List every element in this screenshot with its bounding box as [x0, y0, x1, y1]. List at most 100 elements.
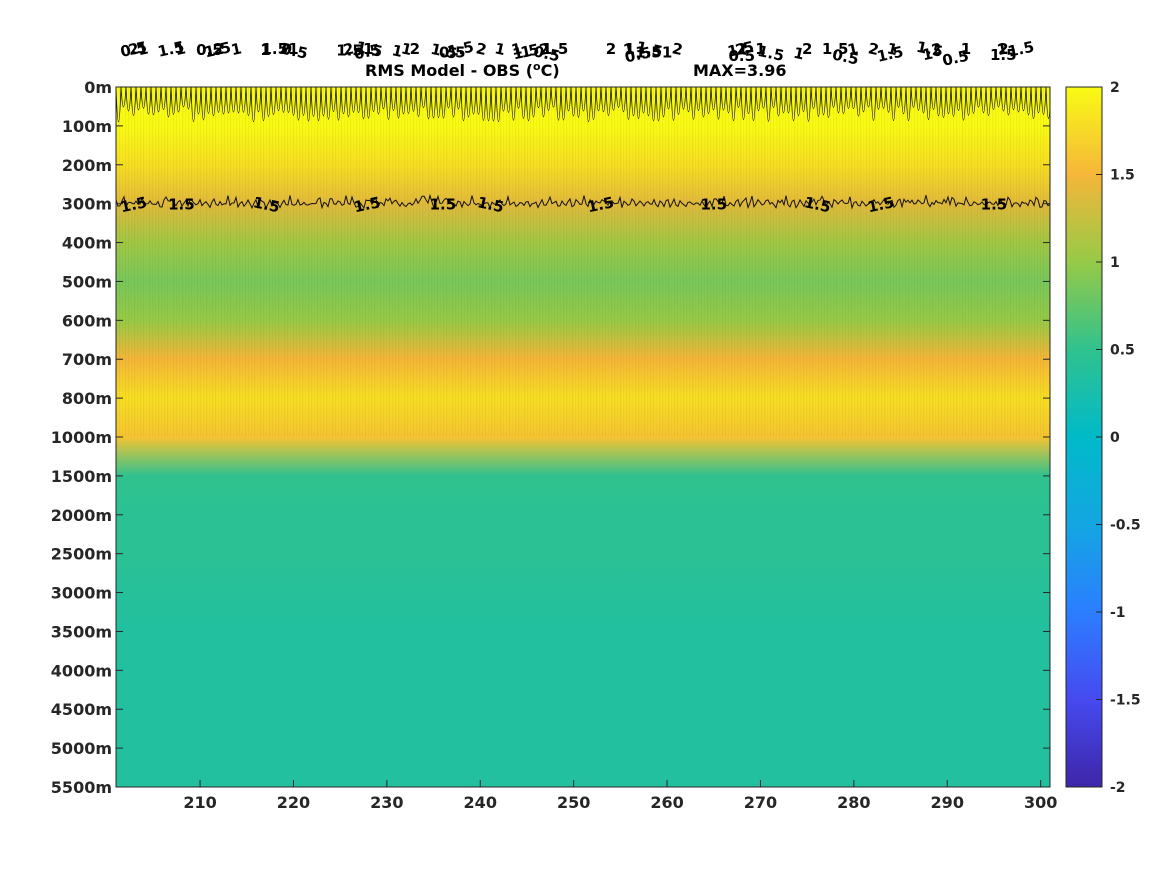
- texture-stripe: [761, 87, 763, 437]
- texture-stripe: [965, 87, 967, 437]
- texture-stripe: [785, 87, 787, 437]
- colorbar-tick-label: 1: [1110, 255, 1120, 271]
- texture-stripe: [422, 87, 424, 437]
- contour-line: [116, 40, 1050, 53]
- texture-stripe: [248, 87, 250, 437]
- texture-stripe: [563, 87, 565, 437]
- texture-stripe: [791, 87, 793, 437]
- contour-label: 1: [736, 39, 750, 59]
- texture-stripe: [503, 87, 505, 437]
- texture-stripe: [323, 87, 325, 437]
- texture-stripe: [479, 87, 481, 437]
- texture-stripe: [149, 87, 151, 437]
- plot-area: 2 2 2 2 2 2 2 2 2 2 2 2 2 21.5 1.5 1.5 1.5 1.5 1.5 1.5 1.5 1.…: [115, 38, 1051, 788]
- contour-label: 1: [390, 41, 404, 61]
- texture-stripe: [206, 87, 208, 437]
- texture-stripe: [380, 87, 382, 437]
- contour-label: 1.5: [700, 196, 727, 214]
- texture-stripe: [464, 87, 466, 437]
- texture-stripe: [674, 87, 676, 437]
- contour-label: 1.5: [822, 40, 849, 58]
- contour-label: 0.5: [532, 42, 562, 65]
- contour-label: 1.5: [119, 193, 149, 216]
- texture-stripe: [755, 87, 757, 437]
- contour-label: 2: [278, 39, 292, 59]
- texture-stripe: [773, 87, 775, 437]
- texture-stripe: [254, 87, 256, 437]
- texture-stripe: [770, 87, 772, 437]
- heatmap-field: [116, 87, 1050, 787]
- texture-stripe: [992, 87, 994, 437]
- texture-stripe: [551, 87, 553, 437]
- colorbar-tick-label: 2: [1110, 80, 1120, 96]
- texture-stripe: [968, 87, 970, 437]
- texture-stripe: [1043, 87, 1045, 437]
- texture-stripe: [452, 87, 454, 437]
- texture-stripe: [830, 87, 832, 437]
- texture-stripe: [740, 87, 742, 437]
- texture-stripe: [803, 87, 805, 437]
- x-tick-label: 300: [1024, 793, 1057, 812]
- texture-stripe: [290, 87, 292, 437]
- texture-stripe: [887, 87, 889, 437]
- texture-stripe: [194, 87, 196, 437]
- texture-stripe: [566, 87, 568, 437]
- texture-stripe: [581, 87, 583, 437]
- texture-stripe: [584, 87, 586, 437]
- texture-stripe: [182, 87, 184, 437]
- texture-stripe: [461, 87, 463, 437]
- texture-stripe: [368, 87, 370, 437]
- texture-stripe: [329, 87, 331, 437]
- contour-label: 1.5: [511, 40, 541, 63]
- contour-label: 1: [288, 40, 298, 58]
- contour-label: 2: [734, 39, 748, 59]
- texture-stripe: [749, 87, 751, 437]
- texture-stripe: [677, 87, 679, 437]
- texture-stripe: [164, 87, 166, 437]
- texture-stripe: [140, 87, 142, 437]
- contour-label: 2: [410, 40, 420, 58]
- texture-stripe: [317, 87, 319, 437]
- texture-stripe: [494, 87, 496, 437]
- texture-stripe: [350, 87, 352, 437]
- y-tick-label: 5500m: [51, 778, 112, 797]
- texture-stripe: [152, 87, 154, 437]
- colorbar-tick-label: -2: [1110, 780, 1126, 796]
- texture-stripe: [200, 87, 202, 437]
- title-main: RMS Model - OBS (: [365, 61, 533, 80]
- contour-label: 1.5: [875, 43, 905, 66]
- texture-stripe: [242, 87, 244, 437]
- texture-stripe: [320, 87, 322, 437]
- contour-label: 1: [961, 40, 971, 58]
- texture-stripe: [539, 87, 541, 437]
- texture-stripe: [362, 87, 364, 437]
- texture-stripe: [197, 87, 199, 437]
- contour-label: 1: [493, 39, 507, 59]
- texture-stripe: [605, 87, 607, 437]
- contour-label: 1.5: [168, 196, 195, 214]
- texture-stripe: [500, 87, 502, 437]
- contour-label: 2: [538, 39, 552, 59]
- contour-label: 0.5: [941, 47, 971, 70]
- texture-stripe: [407, 87, 409, 437]
- texture-stripe: [338, 87, 340, 437]
- texture-stripe: [473, 87, 475, 437]
- contour-label: 0.5: [728, 47, 755, 65]
- texture-stripe: [815, 87, 817, 437]
- contour-label: 2: [127, 39, 141, 59]
- texture-stripe: [908, 87, 910, 437]
- texture-stripe: [437, 87, 439, 437]
- texture-stripe: [617, 87, 619, 437]
- texture-stripe: [905, 87, 907, 437]
- texture-stripe: [1022, 87, 1024, 437]
- texture-stripe: [623, 87, 625, 437]
- texture-stripe: [893, 87, 895, 437]
- contour-label: 0.5: [439, 44, 466, 62]
- contour-label: 1.5: [336, 42, 363, 60]
- texture-stripe: [854, 87, 856, 437]
- texture-stripe: [413, 87, 415, 437]
- contour-line: [116, 46, 1050, 56]
- y-tick-label: 700m: [62, 350, 112, 369]
- texture-stripe: [779, 87, 781, 437]
- contour-label: 1: [519, 42, 533, 62]
